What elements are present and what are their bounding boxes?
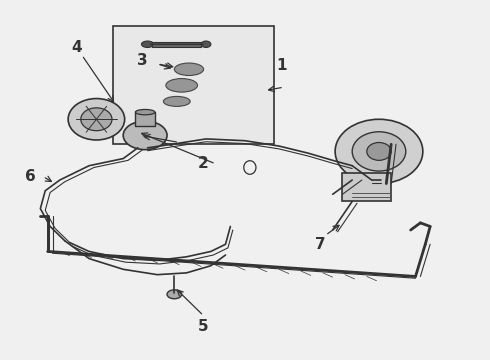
- FancyBboxPatch shape: [114, 26, 274, 144]
- Circle shape: [68, 99, 124, 140]
- Circle shape: [367, 143, 391, 160]
- Ellipse shape: [142, 41, 154, 48]
- Ellipse shape: [123, 121, 167, 150]
- Ellipse shape: [174, 63, 203, 76]
- Bar: [152, 42, 201, 47]
- Ellipse shape: [135, 109, 155, 115]
- Ellipse shape: [167, 290, 182, 299]
- Text: 3: 3: [137, 53, 148, 68]
- Text: 2: 2: [198, 157, 209, 171]
- Text: 5: 5: [198, 319, 209, 334]
- Bar: [343, 173, 391, 202]
- Circle shape: [81, 108, 112, 131]
- Text: 4: 4: [72, 40, 82, 55]
- Text: 1: 1: [276, 58, 287, 73]
- Circle shape: [335, 119, 423, 184]
- Bar: [135, 112, 155, 126]
- Ellipse shape: [201, 41, 211, 48]
- Text: 6: 6: [25, 169, 36, 184]
- Circle shape: [352, 132, 406, 171]
- Text: 7: 7: [315, 237, 326, 252]
- Ellipse shape: [163, 96, 190, 107]
- Ellipse shape: [166, 78, 197, 92]
